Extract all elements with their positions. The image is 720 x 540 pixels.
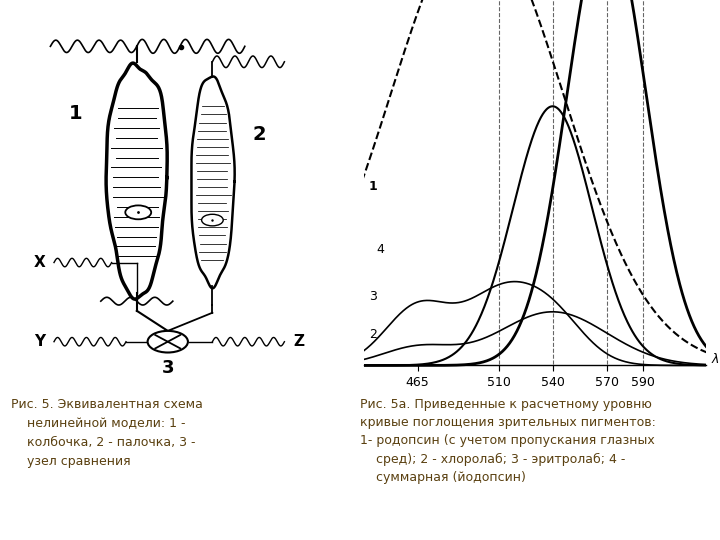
Text: 2: 2 <box>369 328 377 341</box>
Text: 1: 1 <box>369 180 378 193</box>
Text: Рис. 5. Эквивалентная схема
    нелинейной модели: 1 -
    колбочка, 2 - палочка: Рис. 5. Эквивалентная схема нелинейной м… <box>11 399 202 468</box>
Polygon shape <box>106 63 167 299</box>
Circle shape <box>202 214 223 226</box>
Circle shape <box>125 205 151 219</box>
Text: Рис. 5а. Приведенные к расчетному уровню
кривые поглощения зрительных пигментов:: Рис. 5а. Приведенные к расчетному уровню… <box>360 399 656 483</box>
Text: 2: 2 <box>253 125 266 144</box>
Text: 3: 3 <box>369 289 377 303</box>
Text: 3: 3 <box>161 359 174 377</box>
Text: Y: Y <box>34 334 45 349</box>
Polygon shape <box>192 77 235 288</box>
Text: X: X <box>34 255 45 270</box>
Text: 1: 1 <box>69 104 82 124</box>
Text: Z: Z <box>293 334 305 349</box>
Text: $\lambda$, nm: $\lambda$, nm <box>711 351 720 366</box>
Circle shape <box>148 331 188 353</box>
Text: 4: 4 <box>377 243 384 256</box>
